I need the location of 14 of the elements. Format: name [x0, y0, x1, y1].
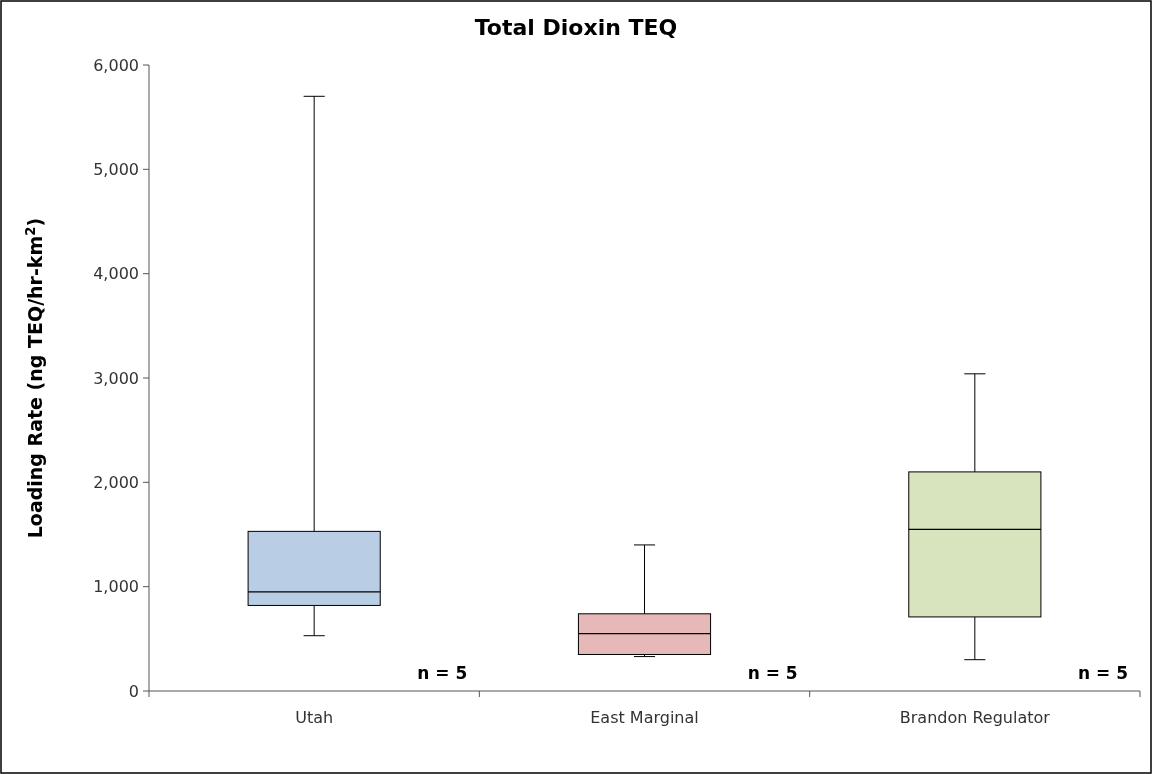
y-tick-label: 5,000 — [93, 159, 139, 179]
chart-title: Total Dioxin TEQ — [474, 15, 678, 40]
x-tick-label: Utah — [295, 708, 334, 727]
y-tick-label: 6,000 — [93, 55, 139, 75]
annotation: n = 5 — [417, 663, 468, 683]
y-tick-label: 0 — [128, 681, 139, 701]
annotation: n = 5 — [747, 663, 798, 683]
y-tick-label: 3,000 — [93, 368, 139, 388]
y-tick-label: 2,000 — [93, 472, 139, 492]
y-tick-label: 4,000 — [93, 264, 139, 284]
annotation: n = 5 — [1077, 663, 1128, 683]
y-tick-label: 1,000 — [93, 577, 139, 597]
x-tick-label: East Marginal — [590, 708, 699, 727]
x-tick-label: Brandon Regulator — [899, 708, 1051, 727]
